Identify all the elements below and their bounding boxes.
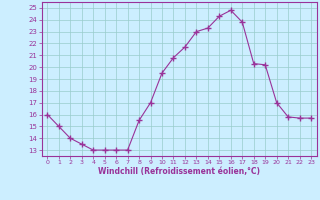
X-axis label: Windchill (Refroidissement éolien,°C): Windchill (Refroidissement éolien,°C) [98, 167, 260, 176]
